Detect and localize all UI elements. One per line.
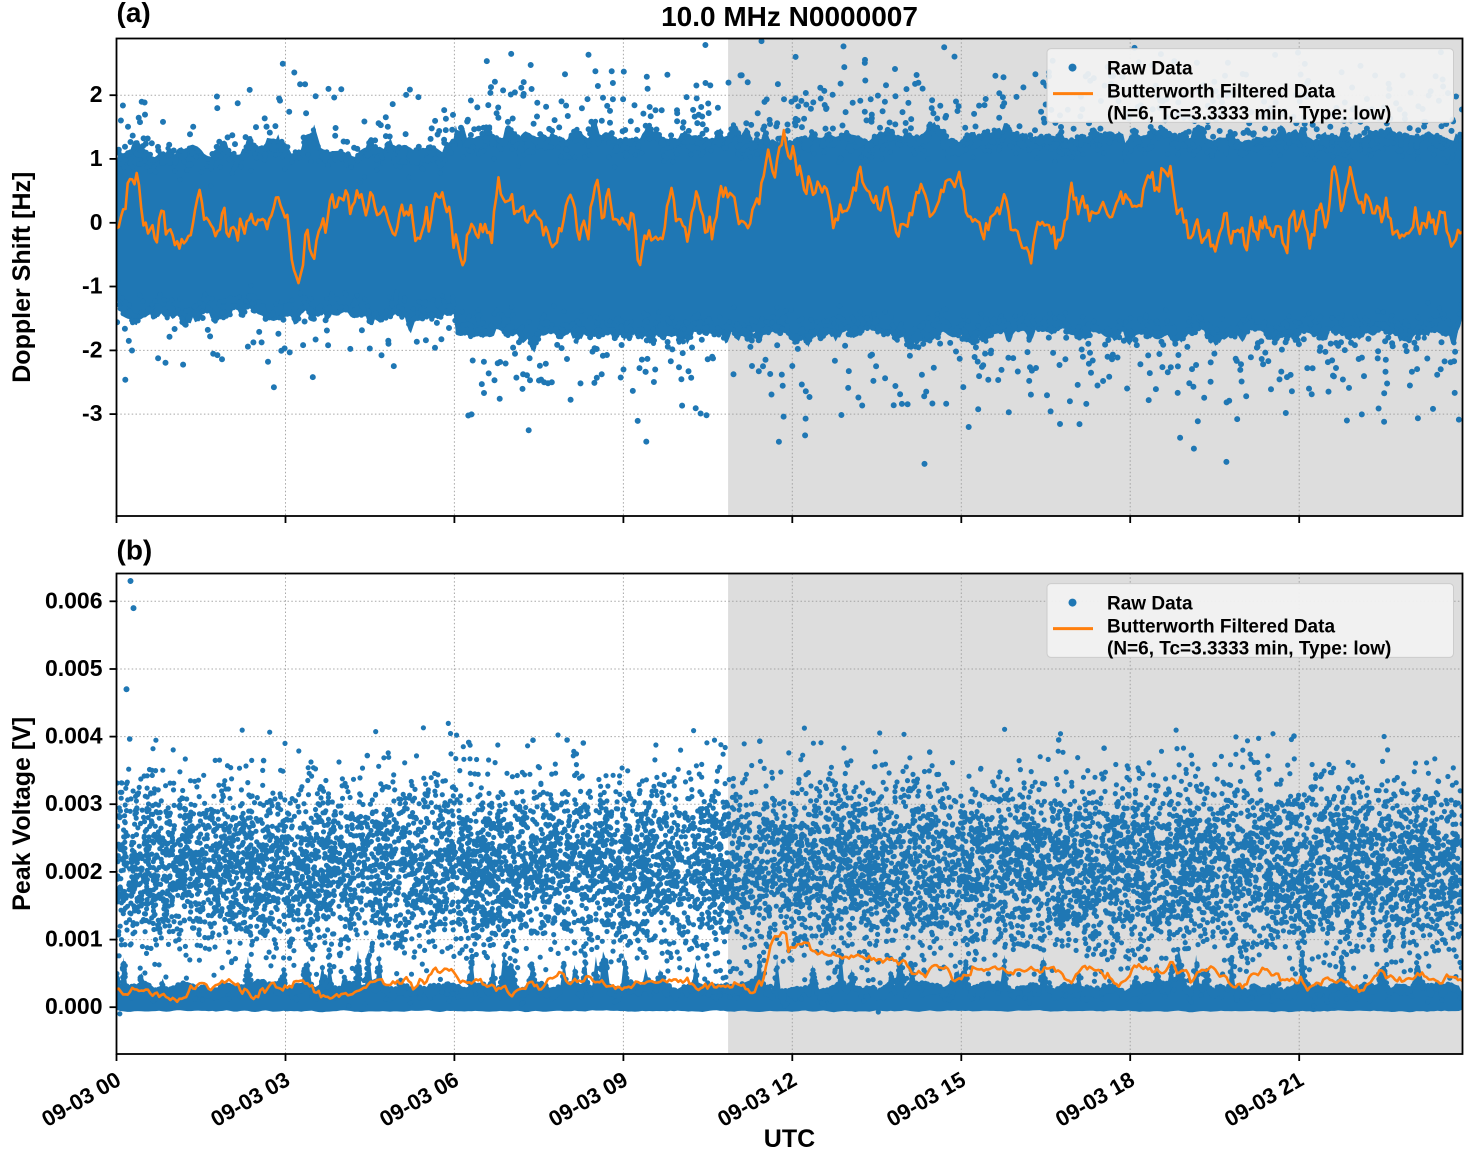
svg-text:(b): (b) — [117, 535, 153, 566]
svg-text:0: 0 — [90, 209, 103, 235]
svg-text:0.005: 0.005 — [45, 655, 103, 681]
svg-text:0.001: 0.001 — [45, 926, 103, 952]
svg-text:Doppler Shift [Hz]: Doppler Shift [Hz] — [8, 172, 36, 383]
svg-text:1: 1 — [90, 145, 103, 171]
svg-text:0.003: 0.003 — [45, 790, 103, 816]
svg-text:Peak Voltage [V]: Peak Voltage [V] — [8, 717, 36, 911]
svg-text:(N=6, Tc=3.3333 min, Type: low: (N=6, Tc=3.3333 min, Type: low) — [1107, 639, 1391, 660]
svg-text:0.004: 0.004 — [45, 723, 103, 749]
svg-text:10.0 MHz N0000007: 10.0 MHz N0000007 — [661, 1, 918, 32]
svg-text:Raw Data: Raw Data — [1107, 594, 1193, 615]
svg-text:-3: -3 — [82, 400, 102, 426]
svg-text:Raw Data: Raw Data — [1107, 59, 1193, 80]
svg-text:UTC: UTC — [764, 1125, 815, 1153]
svg-text:0.006: 0.006 — [45, 587, 103, 613]
svg-text:-2: -2 — [82, 336, 102, 362]
svg-text:0.000: 0.000 — [45, 993, 103, 1019]
svg-text:0.002: 0.002 — [45, 858, 103, 884]
svg-text:Butterworth Filtered Data: Butterworth Filtered Data — [1107, 617, 1335, 638]
svg-text:2: 2 — [90, 81, 103, 107]
svg-text:Butterworth Filtered Data: Butterworth Filtered Data — [1107, 82, 1335, 103]
svg-text:(N=6, Tc=3.3333 min, Type: low: (N=6, Tc=3.3333 min, Type: low) — [1107, 104, 1391, 125]
svg-text:-1: -1 — [82, 273, 103, 299]
svg-text:(a): (a) — [117, 0, 151, 28]
